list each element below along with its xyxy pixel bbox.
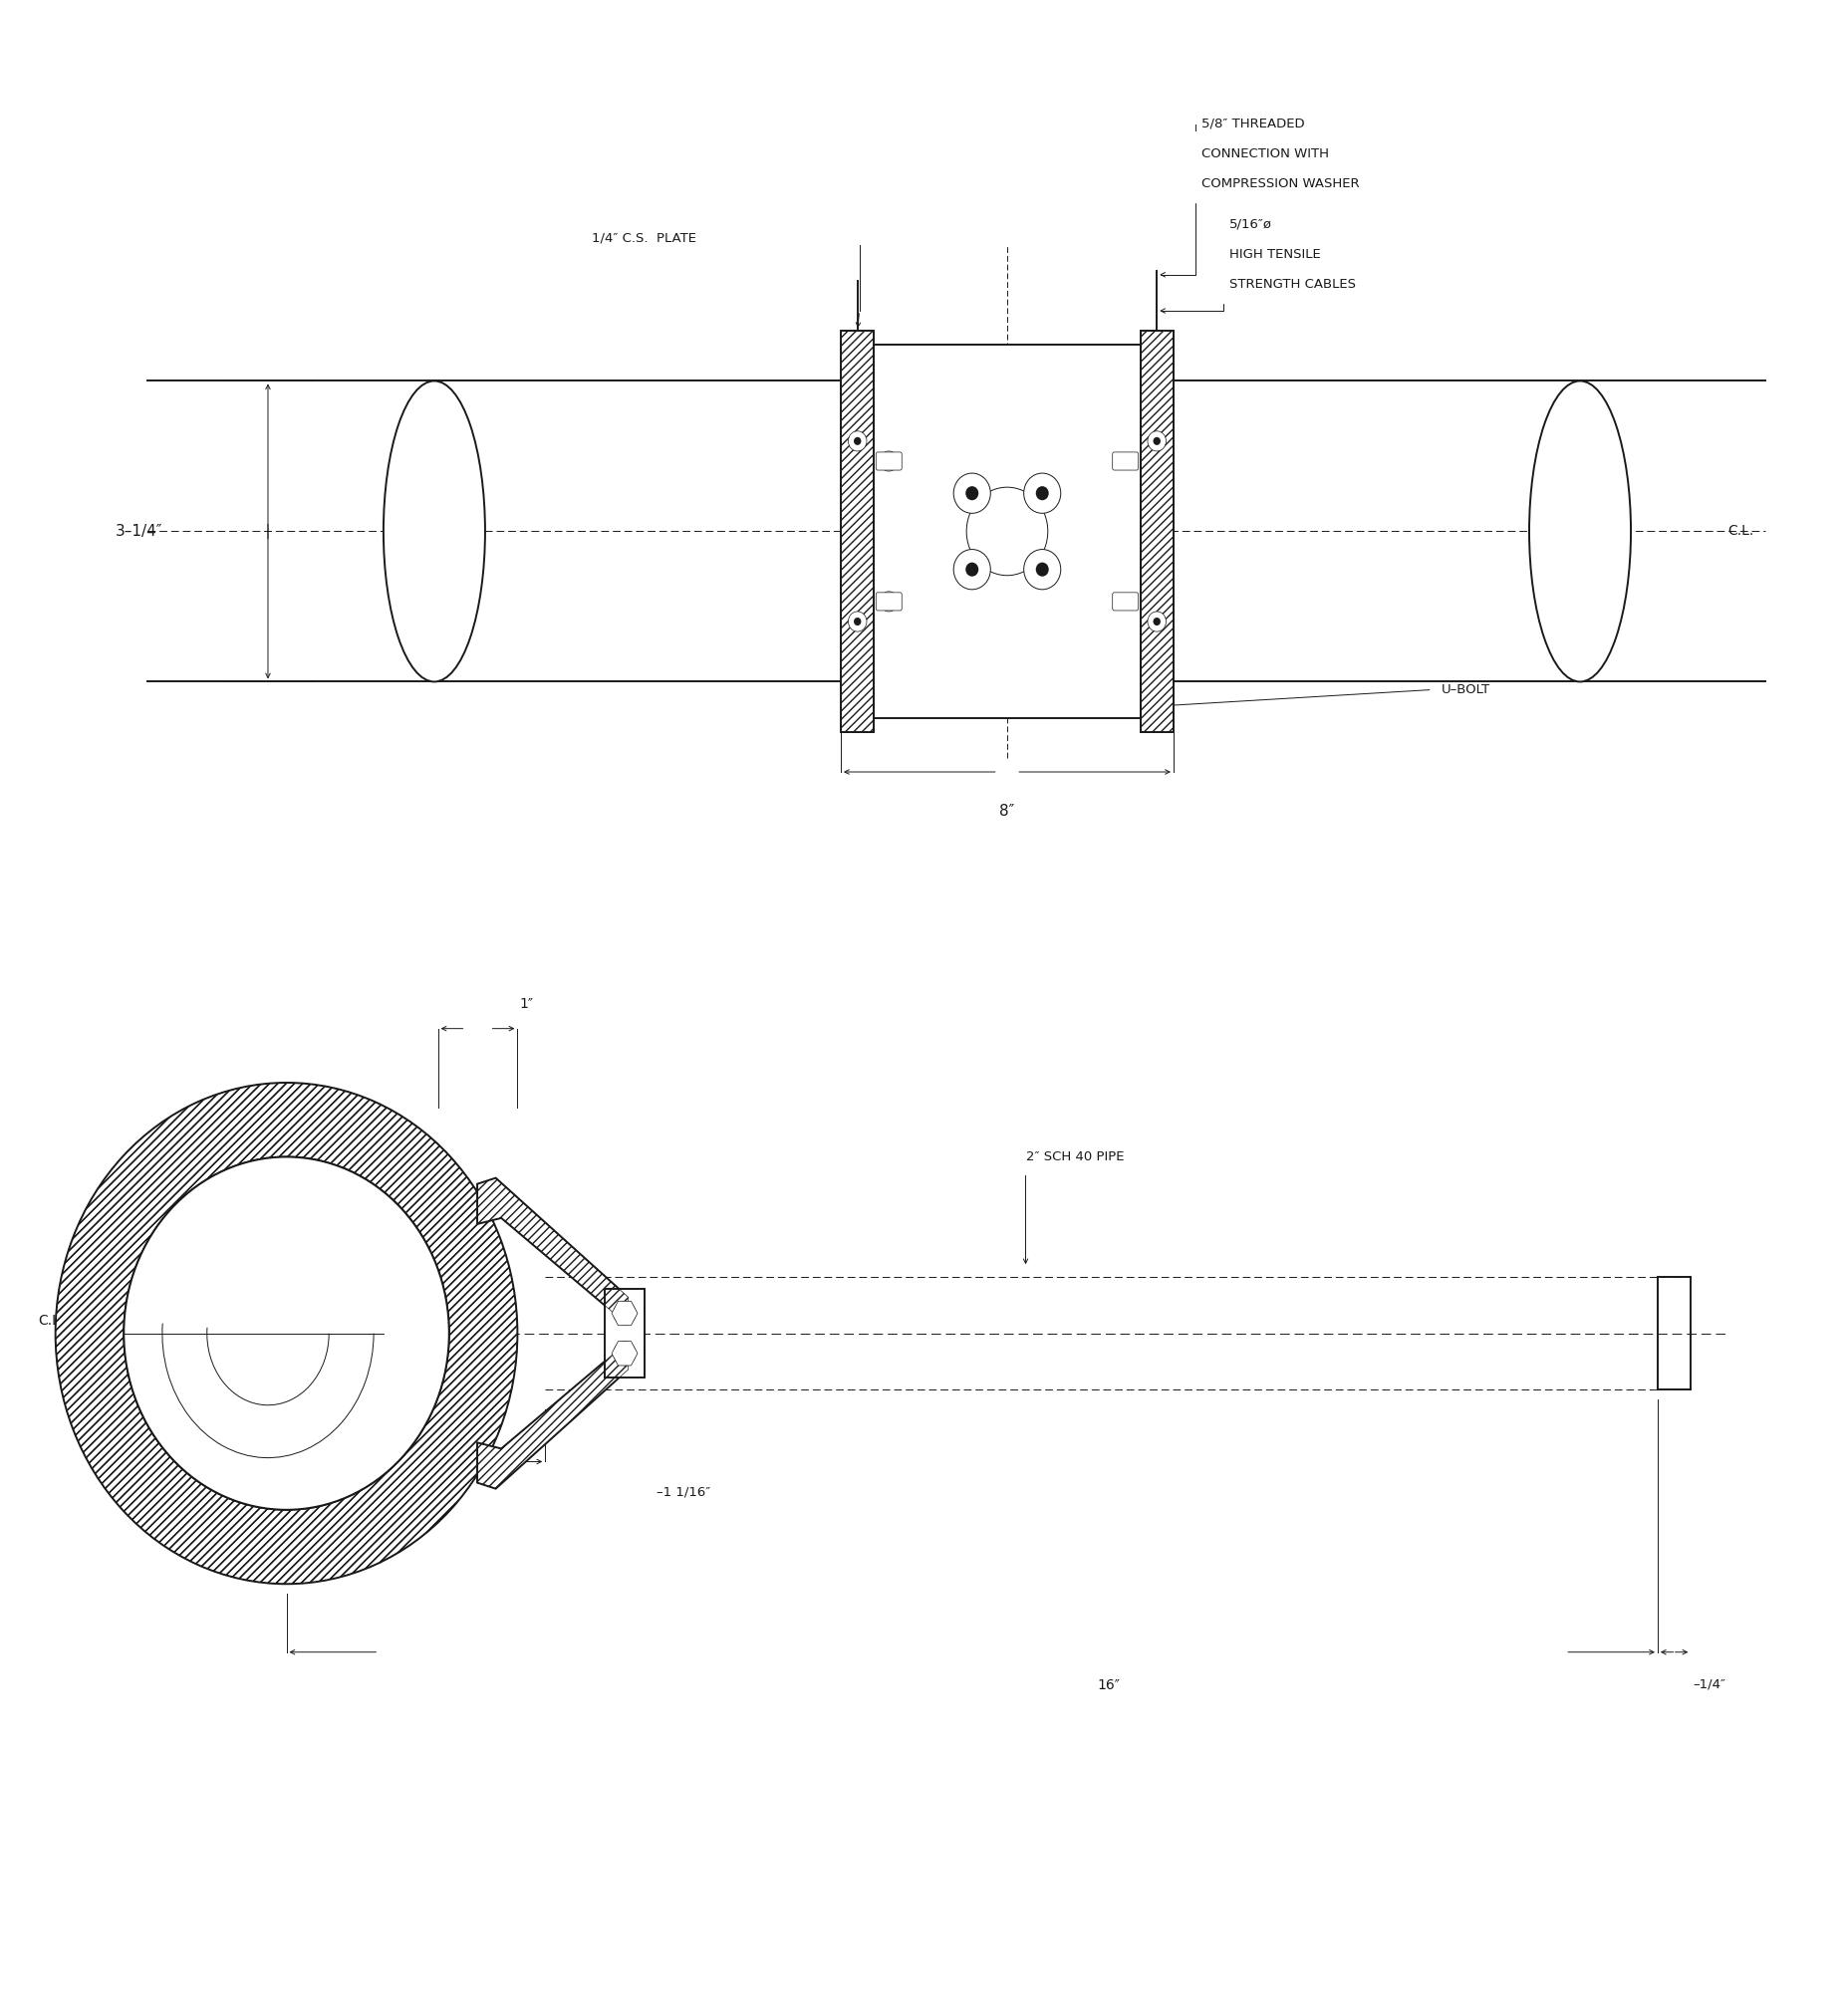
- FancyBboxPatch shape: [1112, 451, 1138, 469]
- Circle shape: [954, 549, 991, 589]
- Text: 5/8″ THREADED: 5/8″ THREADED: [1201, 118, 1305, 130]
- Text: CONNECTION WITH: CONNECTION WITH: [1201, 148, 1329, 160]
- Text: COMPRESSION WASHER: COMPRESSION WASHER: [1201, 178, 1360, 190]
- Circle shape: [1035, 563, 1050, 577]
- Bar: [604, 1289, 645, 1377]
- Bar: [841, 331, 874, 732]
- Bar: [874, 345, 1140, 718]
- Circle shape: [1024, 549, 1061, 589]
- Text: 1″: 1″: [519, 996, 534, 1011]
- Ellipse shape: [384, 381, 484, 682]
- Polygon shape: [477, 1177, 628, 1325]
- Circle shape: [1148, 431, 1166, 451]
- Circle shape: [848, 612, 867, 632]
- Circle shape: [1153, 437, 1161, 445]
- Bar: [1140, 331, 1173, 732]
- Circle shape: [1148, 612, 1166, 632]
- Circle shape: [124, 1157, 449, 1510]
- Text: C.L.: C.L.: [39, 1313, 65, 1327]
- Bar: [1140, 331, 1173, 732]
- Circle shape: [614, 1341, 636, 1365]
- FancyBboxPatch shape: [876, 451, 902, 469]
- Circle shape: [967, 487, 979, 501]
- Polygon shape: [477, 1341, 628, 1488]
- Wedge shape: [55, 1083, 517, 1584]
- Text: 1/4″ C.S.  PLATE: 1/4″ C.S. PLATE: [591, 233, 697, 245]
- FancyBboxPatch shape: [876, 593, 902, 610]
- Circle shape: [967, 563, 979, 577]
- Polygon shape: [612, 1341, 638, 1365]
- Text: 3–1/4″: 3–1/4″: [115, 523, 163, 539]
- Text: –1/4″: –1/4″: [1693, 1678, 1726, 1690]
- FancyBboxPatch shape: [1112, 593, 1138, 610]
- Text: STRENGTH CABLES: STRENGTH CABLES: [1229, 279, 1355, 291]
- Text: 5/16″ø: 5/16″ø: [1229, 219, 1271, 231]
- Circle shape: [967, 487, 1048, 575]
- Text: 8″: 8″: [1000, 804, 1015, 818]
- Text: HIGH TENSILE: HIGH TENSILE: [1229, 249, 1319, 261]
- Polygon shape: [612, 1301, 638, 1325]
- Circle shape: [854, 618, 861, 626]
- Circle shape: [854, 437, 861, 445]
- Text: –1 1/16″: –1 1/16″: [656, 1486, 710, 1498]
- Text: C.L.: C.L.: [1728, 525, 1754, 537]
- Circle shape: [1035, 487, 1050, 501]
- Text: 2″ SCH 40 PIPE: 2″ SCH 40 PIPE: [1026, 1151, 1124, 1163]
- Circle shape: [954, 473, 991, 513]
- Circle shape: [880, 451, 898, 471]
- Bar: [841, 331, 874, 732]
- Ellipse shape: [1530, 381, 1632, 682]
- Circle shape: [614, 1301, 636, 1325]
- Circle shape: [1024, 473, 1061, 513]
- Circle shape: [848, 431, 867, 451]
- Circle shape: [1153, 618, 1161, 626]
- Text: 16″: 16″: [1098, 1678, 1120, 1692]
- Circle shape: [880, 591, 898, 612]
- Text: U–BOLT: U–BOLT: [1441, 684, 1489, 696]
